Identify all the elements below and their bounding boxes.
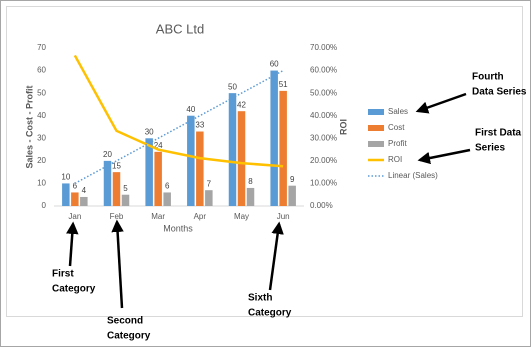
annotation: Category [52, 284, 96, 295]
legend-swatch [368, 141, 384, 147]
data-label: 4 [82, 186, 87, 195]
bar [270, 70, 278, 206]
line [73, 54, 284, 168]
bar [237, 111, 246, 206]
bar [187, 115, 195, 206]
y-tick-label: 20 [37, 156, 46, 165]
data-label: 8 [248, 177, 253, 186]
y-tick-label: 40 [37, 111, 46, 120]
x-axis-title: Months [163, 223, 193, 233]
arrow [417, 148, 471, 165]
arrow [66, 221, 79, 267]
data-label: 7 [207, 179, 212, 188]
y-tick-label: 30 [37, 133, 46, 142]
arrow [111, 219, 124, 309]
bar [112, 172, 121, 206]
data-label: 10 [61, 173, 70, 182]
data-label: 50 [228, 82, 237, 91]
y2-tick-label: 20.00% [310, 156, 337, 165]
chart-area [6, 6, 523, 317]
bar [288, 185, 296, 206]
legend-label: Sales [388, 107, 408, 116]
annotation: First [52, 269, 74, 280]
x-tick-label: Feb [110, 212, 124, 221]
annotation: Series [475, 143, 505, 154]
annotation: Fourth [472, 72, 504, 83]
chart-title: ABC Ltd [156, 21, 204, 36]
y2-tick-label: 0.00% [310, 201, 333, 210]
data-label: 51 [279, 80, 288, 89]
data-label: 9 [290, 175, 295, 184]
y2-tick-label: 40.00% [310, 111, 337, 120]
bar [62, 183, 70, 206]
bar [145, 138, 153, 206]
bar [246, 187, 255, 206]
bar [121, 194, 130, 206]
annotation: Second [107, 316, 143, 327]
y-axis-title: Sales - Cost - Profit [24, 85, 34, 168]
bar [279, 90, 287, 206]
bar [103, 160, 112, 206]
arrow [268, 221, 284, 291]
data-label: 6 [73, 182, 78, 191]
data-label: 30 [145, 127, 154, 136]
data-label: 5 [123, 184, 128, 193]
data-label: 15 [112, 161, 121, 170]
legend-swatch [368, 109, 384, 115]
x-tick-label: Jan [68, 212, 81, 221]
y2-tick-label: 30.00% [310, 133, 337, 142]
x-tick-label: Jun [277, 212, 290, 221]
data-label: 24 [154, 141, 163, 150]
y2-tick-label: 10.00% [310, 179, 337, 188]
x-tick-label: Apr [194, 212, 207, 221]
bar [154, 151, 162, 206]
data-label: 33 [195, 121, 204, 130]
y-tick-label: 60 [37, 66, 46, 75]
annotation: Category [248, 308, 292, 319]
annotation: Sixth [248, 293, 272, 304]
bar [71, 192, 79, 206]
x-tick-label: May [234, 212, 249, 221]
arrows [66, 92, 471, 309]
y-tick-label: 50 [37, 88, 46, 97]
annotation: First Data [475, 128, 522, 139]
legend-label: ROI [388, 155, 402, 164]
y-tick-label: 10 [37, 179, 46, 188]
trendline [74, 69, 284, 185]
y-tick-label: 70 [37, 43, 46, 52]
x-tick-label: Mar [151, 212, 165, 221]
legend-label: Cost [388, 123, 405, 132]
legend-label: Linear (Sales) [388, 171, 438, 180]
arrow [415, 92, 467, 114]
bar [80, 196, 88, 206]
bar [196, 131, 204, 206]
bar [228, 93, 237, 206]
y-tick-label: 0 [42, 201, 47, 210]
data-label: 6 [165, 182, 170, 191]
data-label: 60 [270, 60, 279, 69]
y2-tick-label: 60.00% [310, 66, 337, 75]
annotation: Category [107, 331, 151, 342]
legend-label: Profit [388, 139, 407, 148]
legend-swatch [368, 125, 384, 131]
bar [205, 190, 213, 206]
bar [163, 192, 171, 206]
annotation: Data Series [472, 87, 527, 98]
y2-tick-label: 70.00% [310, 43, 337, 52]
y2-tick-label: 50.00% [310, 88, 337, 97]
data-label: 20 [103, 150, 112, 159]
data-label: 42 [237, 100, 246, 109]
data-label: 40 [186, 105, 195, 114]
y2-axis-title: ROI [338, 119, 348, 135]
